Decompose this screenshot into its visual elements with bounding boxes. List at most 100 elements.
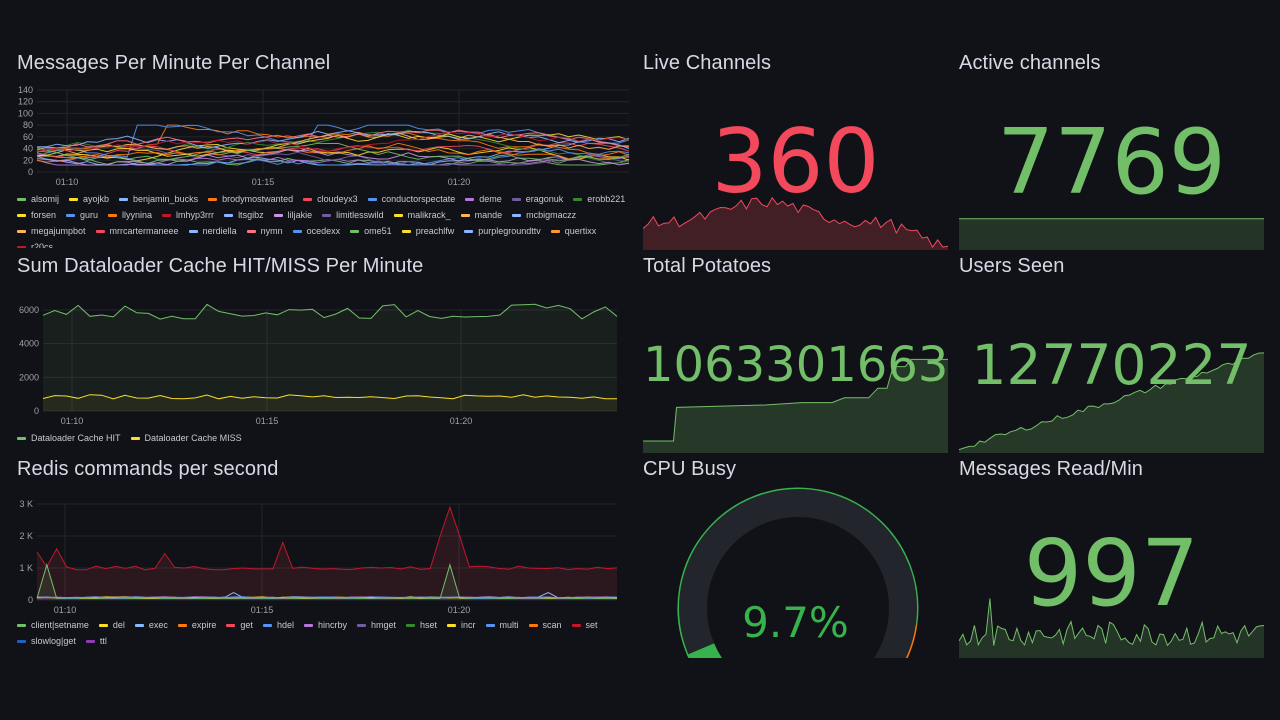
legend-label: eragonuk bbox=[525, 194, 564, 204]
legend-item[interactable]: megajumpbot bbox=[17, 226, 86, 237]
sparkline bbox=[959, 218, 1264, 250]
y-tick-label: 120 bbox=[18, 97, 33, 107]
legend-item[interactable]: ome51 bbox=[350, 226, 392, 237]
legend-item[interactable]: nymn bbox=[246, 226, 283, 237]
series-line bbox=[36, 129, 630, 153]
series-line bbox=[36, 124, 630, 158]
legend-item[interactable]: incr bbox=[447, 620, 476, 631]
panel-title: Messages Per Minute Per Channel bbox=[17, 52, 331, 74]
legend-label: mrrcartermaneee bbox=[109, 226, 179, 236]
legend-label: mcbigmaczz bbox=[526, 210, 577, 220]
legend-item[interactable]: guru bbox=[66, 210, 98, 221]
legend-label: hmget bbox=[370, 620, 396, 630]
legend-item[interactable]: set bbox=[571, 620, 598, 631]
legend-item[interactable]: brodymostwanted bbox=[208, 194, 293, 205]
legend-item[interactable]: deme bbox=[465, 194, 502, 205]
legend-item[interactable]: mrrcartermaneee bbox=[95, 226, 179, 237]
legend-swatch bbox=[550, 230, 560, 233]
legend-label: exec bbox=[148, 620, 168, 630]
series-line bbox=[36, 505, 618, 571]
redis-timeseries-chart[interactable]: 3 K 2 K 1 K 0 01:10 01:15 01:20 bbox=[17, 492, 630, 652]
legend-swatch bbox=[95, 230, 105, 233]
sparkline-area bbox=[959, 598, 1264, 658]
y-tick-label: 6000 bbox=[19, 305, 39, 315]
legend-swatch bbox=[85, 640, 95, 643]
legend-item[interactable]: lmhyp3rrr bbox=[162, 210, 214, 221]
legend-item[interactable]: forsen bbox=[17, 210, 56, 221]
legend-item[interactable]: Dataloader Cache MISS bbox=[130, 433, 242, 444]
y-tick-label: 2 K bbox=[19, 531, 33, 541]
legend-item[interactable]: slowlog|get bbox=[17, 636, 76, 647]
legend-item[interactable]: liljakie bbox=[273, 210, 312, 221]
panel-messages-per-minute: Messages Per Minute Per Channel 140 120 10… bbox=[17, 52, 630, 248]
legend-item[interactable]: ocedexx bbox=[292, 226, 341, 237]
legend-item[interactable]: client|setname bbox=[17, 620, 89, 631]
legend-item[interactable]: multi bbox=[485, 620, 519, 631]
legend-item[interactable]: ltsgibz bbox=[224, 210, 264, 221]
legend-label: nerdiella bbox=[202, 226, 237, 236]
x-tick-label: 01:10 bbox=[61, 416, 84, 426]
legend-swatch bbox=[246, 230, 256, 233]
legend-item[interactable]: preachlfw bbox=[401, 226, 454, 237]
y-tick-label: 140 bbox=[18, 85, 33, 95]
series-line bbox=[36, 130, 630, 149]
legend-item[interactable]: ttl bbox=[85, 636, 107, 647]
legend-item[interactable]: malikrack_ bbox=[393, 210, 451, 221]
y-tick-label: 3 K bbox=[19, 499, 33, 509]
series-area bbox=[43, 394, 617, 411]
legend-item[interactable]: benjamin_bucks bbox=[119, 194, 198, 205]
legend-swatch bbox=[464, 230, 474, 233]
stat-value: 997 bbox=[1023, 520, 1200, 627]
legend-item[interactable]: mande bbox=[460, 210, 502, 221]
legend-label: deme bbox=[479, 194, 502, 204]
legend-label: ocedexx bbox=[306, 226, 341, 236]
series-line bbox=[42, 303, 618, 320]
legend-label: quertixx bbox=[564, 226, 597, 236]
legend-swatch bbox=[571, 624, 581, 627]
legend-item[interactable]: scan bbox=[528, 620, 562, 631]
legend-item[interactable]: quertixx bbox=[550, 226, 597, 237]
legend-label: get bbox=[240, 620, 253, 630]
legend-item[interactable]: nerdiella bbox=[188, 226, 237, 237]
legend-label: malikrack_ bbox=[407, 210, 451, 220]
legend-item[interactable]: cloudeyx3 bbox=[303, 194, 358, 205]
legend-item[interactable]: mcbigmaczz bbox=[512, 210, 576, 221]
legend-item[interactable]: exec bbox=[134, 620, 168, 631]
y-tick-label: 100 bbox=[18, 108, 33, 118]
legend-swatch bbox=[303, 624, 313, 627]
panel-live-channels: Live Channels 360 bbox=[643, 52, 948, 250]
legend-item[interactable]: eragonuk bbox=[511, 194, 564, 205]
legend-item[interactable]: r20cs bbox=[17, 242, 53, 248]
legend-label: lmhyp3rrr bbox=[176, 210, 215, 220]
sparkline-line bbox=[959, 352, 1264, 451]
legend-item[interactable]: get bbox=[226, 620, 253, 631]
legend-item[interactable]: expire bbox=[177, 620, 216, 631]
legend-item[interactable]: limitlesswild bbox=[322, 210, 384, 221]
legend-item[interactable]: hdel bbox=[262, 620, 294, 631]
legend-item[interactable]: del bbox=[98, 620, 125, 631]
legend-swatch bbox=[485, 624, 495, 627]
legend-item[interactable]: conductorspectate bbox=[367, 194, 455, 205]
legend-item[interactable]: purplegroundttv bbox=[464, 226, 541, 237]
panel-title: Redis commands per second bbox=[17, 458, 279, 480]
legend-item[interactable]: hmget bbox=[356, 620, 396, 631]
legend-item[interactable]: hset bbox=[405, 620, 437, 631]
legend-swatch bbox=[119, 198, 129, 201]
legend-label: limitlesswild bbox=[336, 210, 384, 220]
dataloader-timeseries-chart[interactable]: 6000 4000 2000 0 01:10 01:15 01:20 bbox=[17, 289, 630, 429]
legend-swatch bbox=[66, 214, 76, 217]
y-tick-label: 40 bbox=[23, 144, 33, 154]
chart-legend: client|setname del exec expire get hdel hincrb… bbox=[17, 620, 629, 647]
legend-item[interactable]: alsomij bbox=[17, 194, 59, 205]
panel-redis-commands: Redis commands per second 3 K 2 K 1 K 0 01:1… bbox=[17, 458, 630, 658]
legend-label: Dataloader Cache HIT bbox=[31, 433, 121, 443]
panel-title: Live Channels bbox=[643, 52, 772, 74]
x-tick-label: 01:20 bbox=[448, 177, 471, 187]
legend-item[interactable]: erobb221 bbox=[573, 194, 625, 205]
legend-item[interactable]: ayojkb bbox=[69, 194, 109, 205]
legend-item[interactable]: llyynina bbox=[108, 210, 152, 221]
legend-item[interactable]: Dataloader Cache HIT bbox=[17, 433, 121, 444]
stat-value: 7769 bbox=[996, 110, 1227, 215]
legend-item[interactable]: hincrby bbox=[303, 620, 347, 631]
